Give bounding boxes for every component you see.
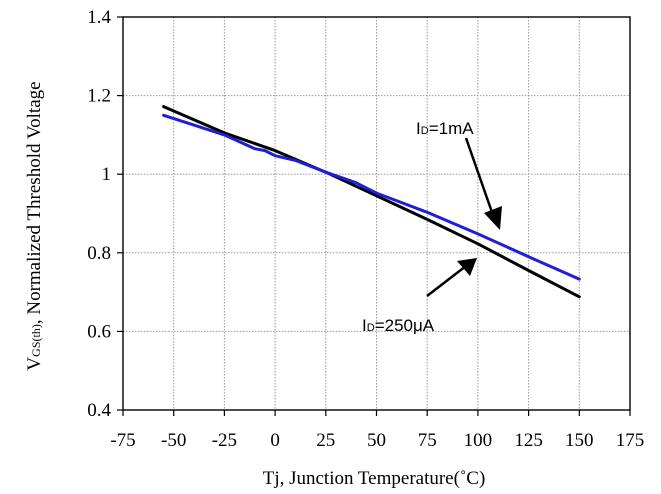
y-tick-label: 0.4	[87, 400, 111, 421]
y-tick-label: 1	[102, 164, 112, 185]
annotation-1ma: ID=1mA	[416, 119, 474, 138]
x-tick-label: -50	[161, 430, 186, 451]
x-tick-label: -75	[110, 430, 135, 451]
arrow-250ua	[426, 265, 467, 297]
arrowhead-250ua	[457, 258, 477, 276]
grid	[122, 16, 631, 411]
x-tick-label: 150	[565, 430, 594, 451]
series-line-id-250ua	[162, 105, 581, 299]
x-tick-label: 175	[616, 430, 645, 451]
annotation-arrows	[426, 137, 502, 297]
series-lines	[162, 105, 581, 299]
y-tick-label: 0.6	[87, 321, 111, 342]
x-tick-label: 125	[514, 430, 543, 451]
x-tick-label: 0	[270, 430, 280, 451]
x-tick-label: 100	[464, 430, 493, 451]
y-tick-label: 1.2	[87, 86, 111, 107]
x-tick-label: 25	[316, 430, 335, 451]
arrowhead-1ma	[484, 206, 502, 230]
y-tick-label: 0.8	[87, 243, 111, 264]
x-tick-label: 75	[418, 430, 437, 451]
tick-labels: -75 -50 -25 0 25 50 75 100 125 150 175 0.4 0.6 0.8 1 1.…	[87, 7, 644, 451]
annotation-250ua: ID=250μA	[362, 316, 435, 335]
y-axis-title: VGS(th), Normalized Threshold Voltage	[24, 81, 45, 370]
x-tick-label: 50	[367, 430, 386, 451]
x-tick-label: -25	[212, 430, 237, 451]
series-line-id-1ma	[162, 113, 581, 281]
y-tick-label: 1.4	[87, 7, 111, 28]
arrow-1ma	[464, 137, 496, 219]
x-axis-title: Tj, Junction Temperature(˚C)	[263, 468, 486, 489]
